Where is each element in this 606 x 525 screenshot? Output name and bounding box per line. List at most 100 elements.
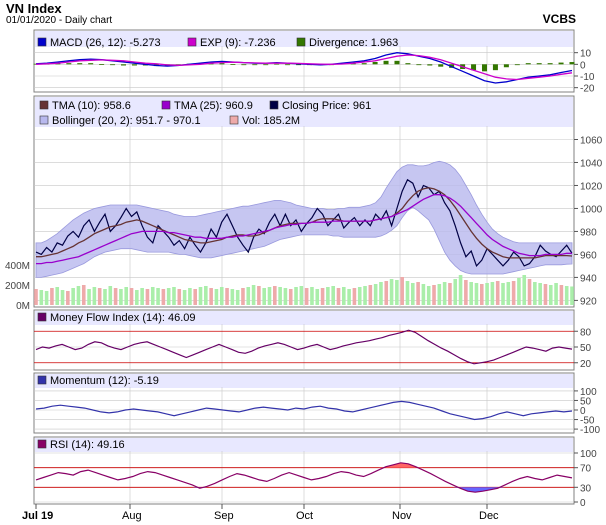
y-tick-label: 100	[580, 387, 597, 398]
x-tick-label: Nov	[392, 510, 412, 522]
volume-bar	[442, 282, 447, 305]
y-tick-label: 1020	[580, 181, 603, 192]
divergence-bar	[383, 60, 389, 65]
divergence-bar	[405, 63, 411, 65]
legend-swatch	[296, 37, 306, 47]
y-tick-label: 940	[580, 273, 597, 284]
y-tick-label: -20	[580, 84, 595, 95]
divergence-bar	[230, 64, 236, 65]
volume-bar	[44, 291, 49, 305]
y-tick-label: 100	[580, 449, 597, 460]
y-tick-label: 1060	[580, 135, 603, 146]
panel-1: 1060 1040 1020 1000 980 960 940 920 TMA (10): 95…	[33, 95, 603, 308]
divergence-bar	[219, 63, 225, 65]
volume-bar	[368, 285, 373, 305]
legend-label: Divergence: 1.963	[309, 37, 398, 49]
volume-bar	[357, 287, 362, 305]
volume-bar	[113, 288, 118, 305]
volume-bar	[262, 288, 266, 305]
legend-label: TMA (10): 958.6	[52, 100, 131, 112]
volume-bar	[34, 289, 38, 305]
volume-bar	[501, 283, 505, 305]
divergence-bar	[99, 64, 105, 65]
macd-series	[33, 52, 575, 84]
volume-bar	[304, 288, 309, 305]
y-tick-label: 30	[580, 483, 592, 494]
divergence-bar	[394, 60, 400, 65]
legend-swatch	[187, 37, 197, 47]
divergence-bar	[438, 64, 444, 67]
divergence-bar	[110, 64, 116, 66]
panel-4: 100 70 30 0 RSI (14): 49.16	[33, 436, 597, 509]
volume-bar	[246, 287, 251, 305]
legend-swatch	[39, 115, 49, 125]
volume-bar	[92, 287, 97, 305]
volume-bar	[166, 288, 171, 305]
x-tick-label: Sep	[214, 510, 234, 522]
indicator-line	[35, 329, 573, 365]
legend-label: MACD (26, 12): -5.273	[50, 37, 161, 49]
volume-bar	[288, 289, 293, 305]
divergence-bar	[427, 64, 433, 66]
volume-bar	[87, 289, 91, 305]
divergence-bar	[77, 63, 83, 65]
volume-bar	[198, 287, 203, 305]
volume-bar	[150, 287, 155, 305]
panel-0: 100-10-20 MACD (26, 12): -5.273 EXP (9): -…	[33, 29, 595, 95]
divergence-bar	[558, 62, 564, 65]
volume-bar	[241, 288, 245, 305]
volume-tick-label: 400M	[5, 261, 30, 272]
y-tick-label: -10	[580, 72, 595, 83]
volume-bar	[410, 283, 415, 305]
y-tick-label: 50	[580, 396, 592, 407]
x-tick-label: Dec	[479, 510, 499, 522]
volume-bar	[283, 288, 288, 305]
volume-bar	[538, 283, 542, 305]
y-tick-label: -100	[580, 425, 600, 436]
volume-bar	[554, 283, 558, 305]
volume-bar	[432, 285, 436, 305]
divergence-bar	[471, 64, 477, 71]
divergence-bar	[263, 64, 269, 66]
volume-bar	[214, 289, 219, 305]
volume-bar	[119, 289, 123, 305]
volume-bar	[331, 286, 335, 305]
volume-tick-label: 200M	[5, 281, 30, 292]
volume-bar	[490, 282, 495, 305]
divergence-bar	[296, 64, 302, 66]
y-tick-label: 0	[580, 498, 586, 509]
volume-bar	[527, 279, 532, 305]
volume-bar	[273, 286, 277, 305]
divergence-bar	[547, 63, 553, 65]
volume-bar	[426, 286, 431, 305]
volume-bar	[145, 289, 150, 305]
legend-label: RSI (14): 49.16	[50, 439, 125, 451]
volume-bar	[495, 281, 500, 305]
volume-bar	[177, 289, 182, 305]
volume-bar	[570, 286, 574, 305]
legend-band	[35, 374, 573, 388]
volume-bar	[458, 275, 463, 305]
volume-bar	[384, 281, 389, 305]
divergence-bar	[241, 64, 247, 66]
divergence-bar	[285, 64, 291, 66]
volume-bar	[342, 287, 346, 305]
divergence-bar	[536, 63, 542, 65]
volume-bar	[97, 288, 102, 305]
y-tick-label: 1040	[580, 158, 603, 169]
divergence-bar	[131, 64, 137, 66]
volume-bar	[474, 283, 479, 305]
volume-bar	[315, 289, 320, 305]
panel-2: 80 50 20 Money Flow Index (14): 46.09	[33, 309, 592, 371]
y-tick-label: 980	[580, 227, 597, 238]
volume-bar	[379, 282, 383, 305]
volume-bar	[129, 288, 134, 305]
exp-line	[35, 54, 573, 81]
divergence-bar	[252, 64, 258, 66]
volume-bar	[352, 288, 357, 305]
volume-bar	[156, 288, 160, 305]
y-tick-label: -50	[580, 416, 595, 427]
divergence-bar	[361, 63, 367, 65]
volume-bar	[76, 286, 81, 305]
volume-bar	[172, 287, 176, 305]
